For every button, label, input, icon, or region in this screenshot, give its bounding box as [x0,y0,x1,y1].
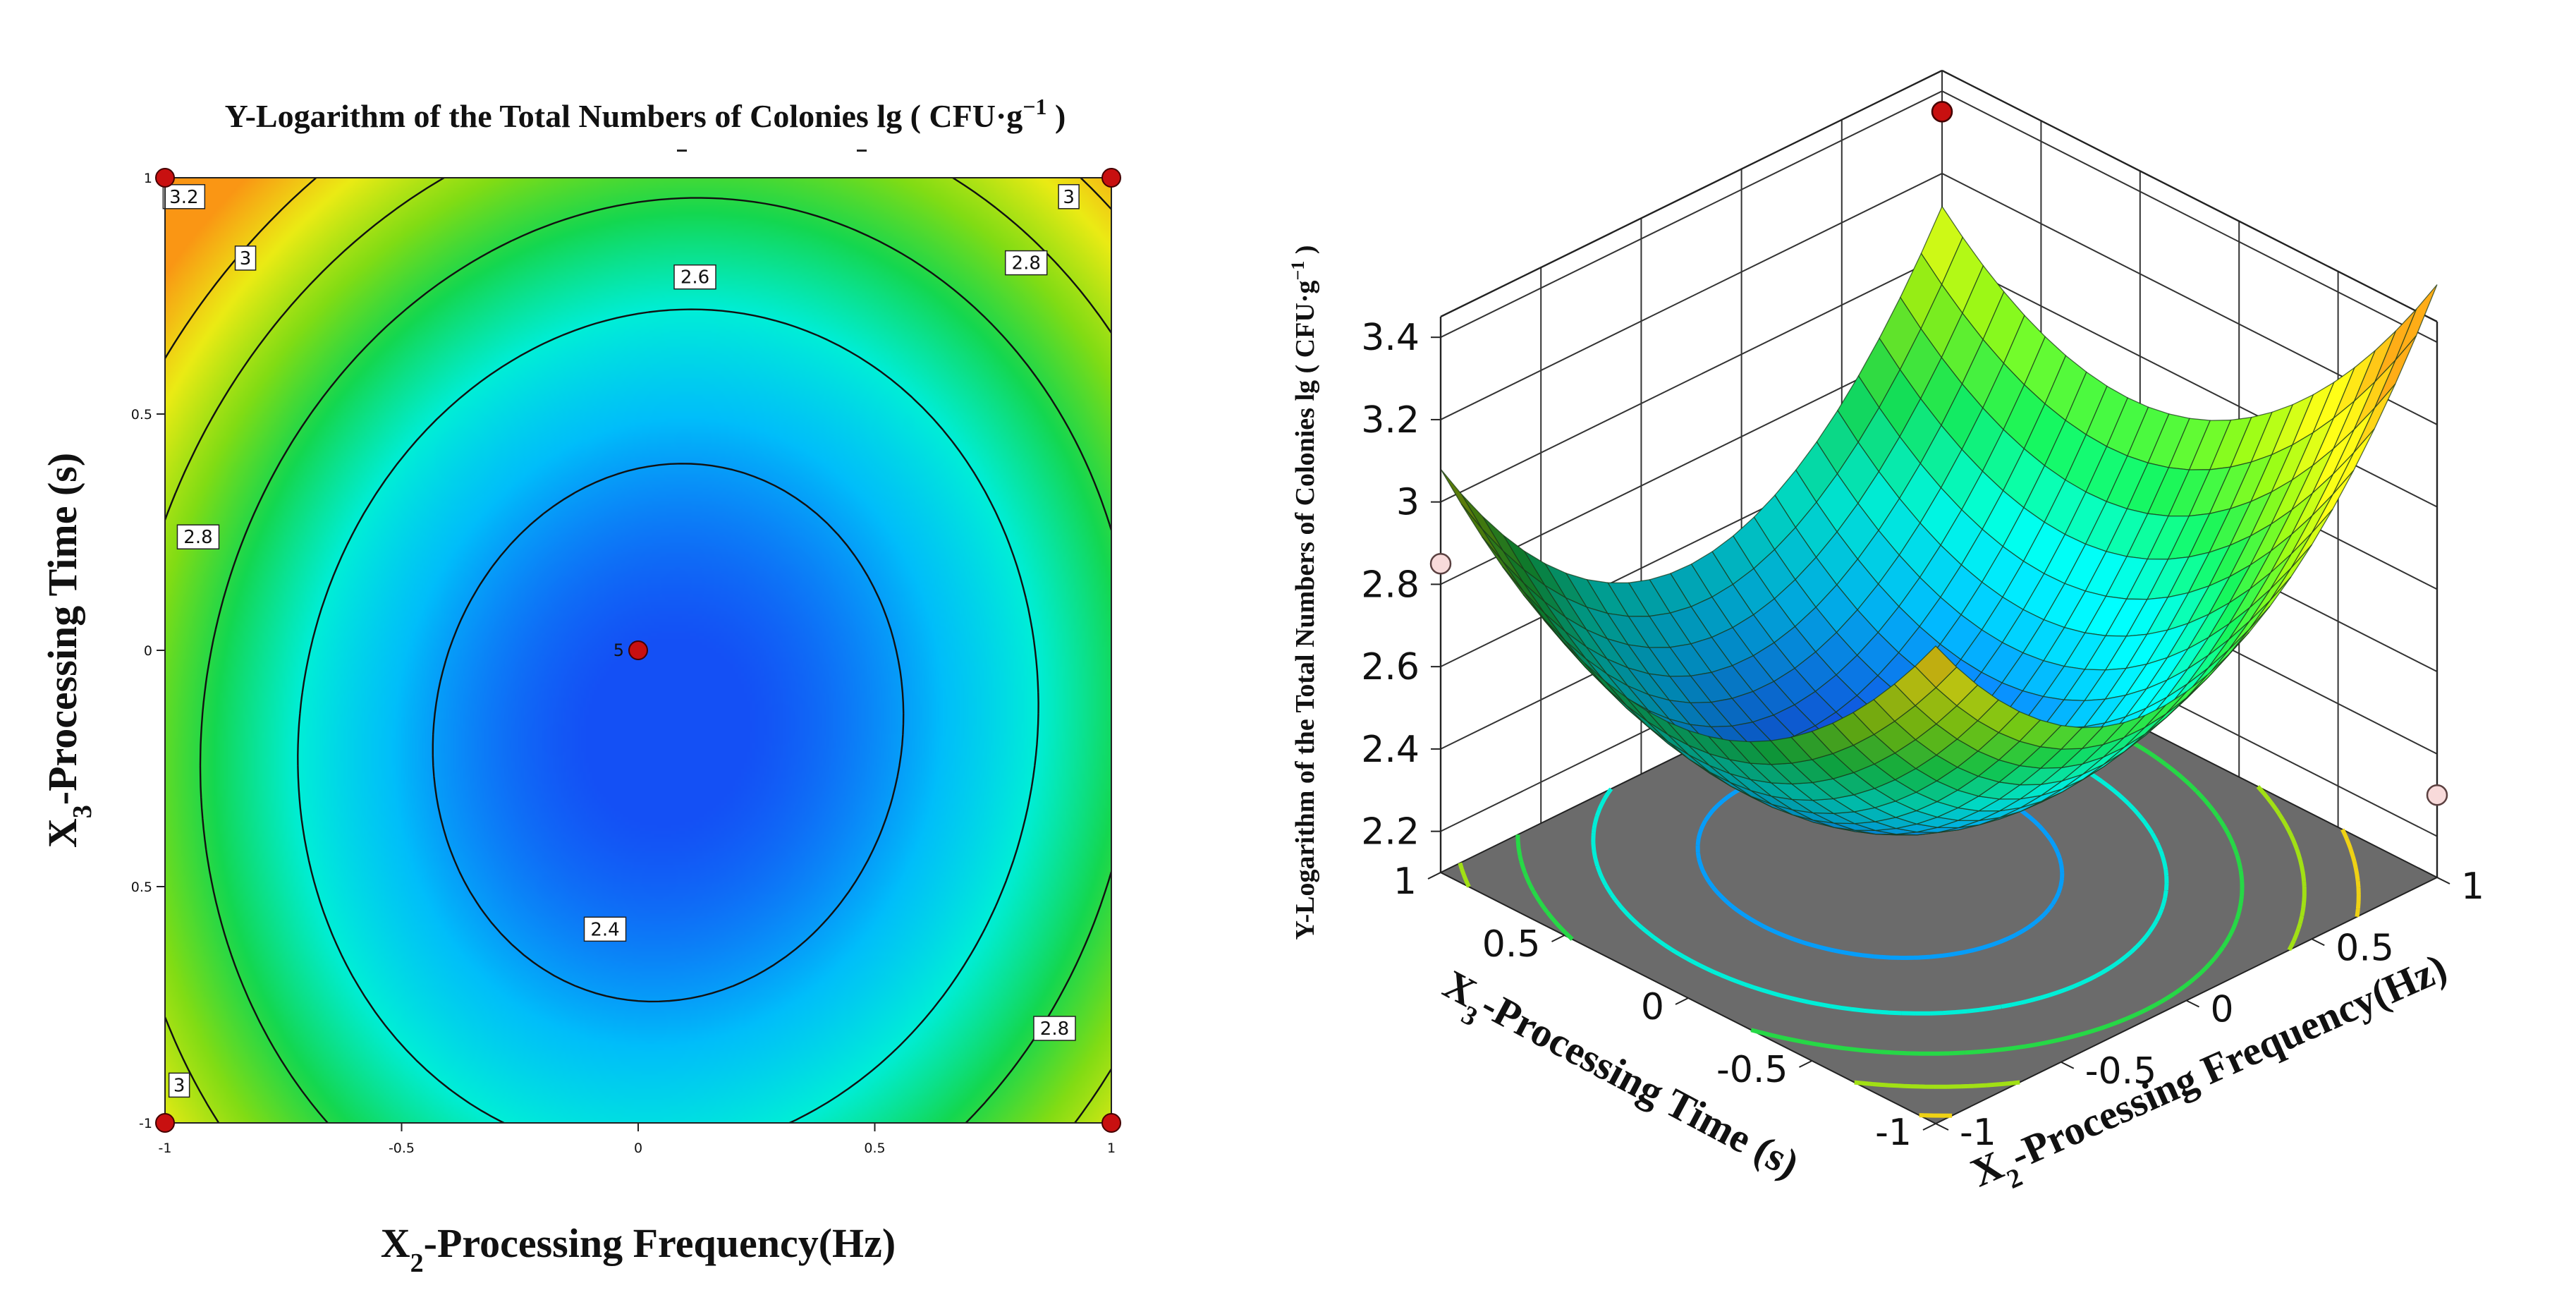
surface-design-points [1429,101,2448,806]
surface-x3-tick-label: -0.5 [1716,1049,1788,1091]
svg-text:3: 3 [173,1075,185,1096]
contour-y-axis-label: X3-Processing Time (s) [39,453,97,848]
surface-z-tick-label: 3 [1396,482,1420,524]
contour-x-tick-label: 0.5 [864,1141,885,1156]
surface-z-axis-label: Y-Logarithm of the Total Numbers of Colo… [1288,245,1321,940]
surface-z-tick-label: 2.4 [1361,729,1420,771]
surface-x2-tick-label: 0 [2211,989,2234,1031]
floor-contour-3.2 [1919,828,2361,1118]
surface-z-tick-label: 2.2 [1361,811,1420,853]
contour-label: 2.8 [176,524,220,549]
contour-label: 3.2 [162,184,206,209]
contour-labels: 3.2 3 3 2.6 2.8 2.8 2.4 2.8 3 [162,184,1080,1098]
contour-label: 2.6 [673,264,716,290]
contour-label: 3 [1058,184,1080,209]
surface-design-point [1931,101,1953,123]
response-surface [1440,205,2438,836]
design-point [1101,168,1121,188]
surface-x3-tick-label: 1 [1393,861,1417,903]
surface-cell [2395,284,2438,360]
contour-label: 3 [168,1072,190,1098]
contour-panel: Y-Logarithm of the Total Numbers of Colo… [39,94,1121,1278]
design-point [155,1113,175,1133]
contour-x-tick-label: 0 [634,1141,642,1156]
design-points: 5 [155,168,1121,1133]
contour-line-2.4 [432,463,905,1003]
contour-title: Y-Logarithm of the Total Numbers of Colo… [225,94,1066,134]
svg-text:2.6: 2.6 [680,267,709,288]
design-point [1101,1113,1121,1133]
surface-x3-tick-label: -1 [1875,1112,1912,1154]
surface-design-point [1429,552,1452,575]
surface-z-tick-label: 3.4 [1361,317,1420,359]
contour-label: 2.8 [1004,250,1048,276]
surface-z-tick-label: 2.8 [1361,564,1420,606]
design-point-count: 5 [614,640,624,660]
surface-x2-tick-label: -0.5 [2085,1050,2156,1093]
surface-z-tick-label: 2.6 [1361,646,1420,688]
contour-label: 2.4 [583,916,627,942]
svg-text:3: 3 [1063,187,1075,208]
surface-design-point [2426,784,2448,806]
surface-ticks: 2.2 2.4 2.6 2.8 3 3.2 3.4 1 0.5 0 -0.5 -1 1 0.5 0 -0.5 -… [1361,317,2484,1154]
contour-y-tick-label: 0 [144,643,152,659]
contour-line-2.6 [297,308,1039,1123]
contour-label: 3 [234,245,257,271]
surface-cell [1914,645,1958,688]
contour-line-2.8 [199,197,1111,1123]
surface-x3-tick-label: 0.5 [1482,923,1541,966]
svg-text:2.4: 2.4 [590,919,619,940]
surface-x2-tick-label: 0.5 [2336,927,2394,969]
contour-line-3 [165,178,1111,1123]
surface-x2-tick-label: -1 [1960,1112,1996,1154]
svg-text:3.2: 3.2 [169,187,198,208]
contour-y-tick-label: 0.5 [131,407,152,422]
design-point [628,640,648,660]
contour-y-tick-label: 1 [144,171,152,186]
surface-panel: 2.2 2.4 2.6 2.8 3 3.2 3.4 1 0.5 0 -0.5 -1 1 0.5 0 -0.5 -… [1288,69,2484,1196]
contour-y-tick-label: 0.5 [131,880,152,895]
svg-text:3: 3 [240,248,252,269]
surface-cell [1461,494,1504,552]
surface-x2-tick-label: 1 [2461,865,2484,908]
contour-x-axis-label: X2-Processing Frequency(Hz) [381,1220,896,1278]
svg-text:2.8: 2.8 [183,527,212,548]
svg-text:2.8: 2.8 [1012,253,1041,274]
title-artifact [857,150,867,152]
surface-z-tick-label: 3.2 [1361,399,1420,442]
contour-label: 2.8 [1033,1016,1076,1041]
contour-y-tick-label: -1 [139,1116,152,1131]
svg-text:2.8: 2.8 [1040,1019,1069,1040]
contour-x-tick-label: -1 [159,1141,172,1156]
title-artifact [677,150,687,152]
design-point [155,168,175,188]
contour-x-tick-label: 1 [1107,1141,1116,1156]
contour-x-tick-label: -0.5 [389,1141,415,1156]
surface-x3-tick-label: 0 [1641,986,1664,1028]
